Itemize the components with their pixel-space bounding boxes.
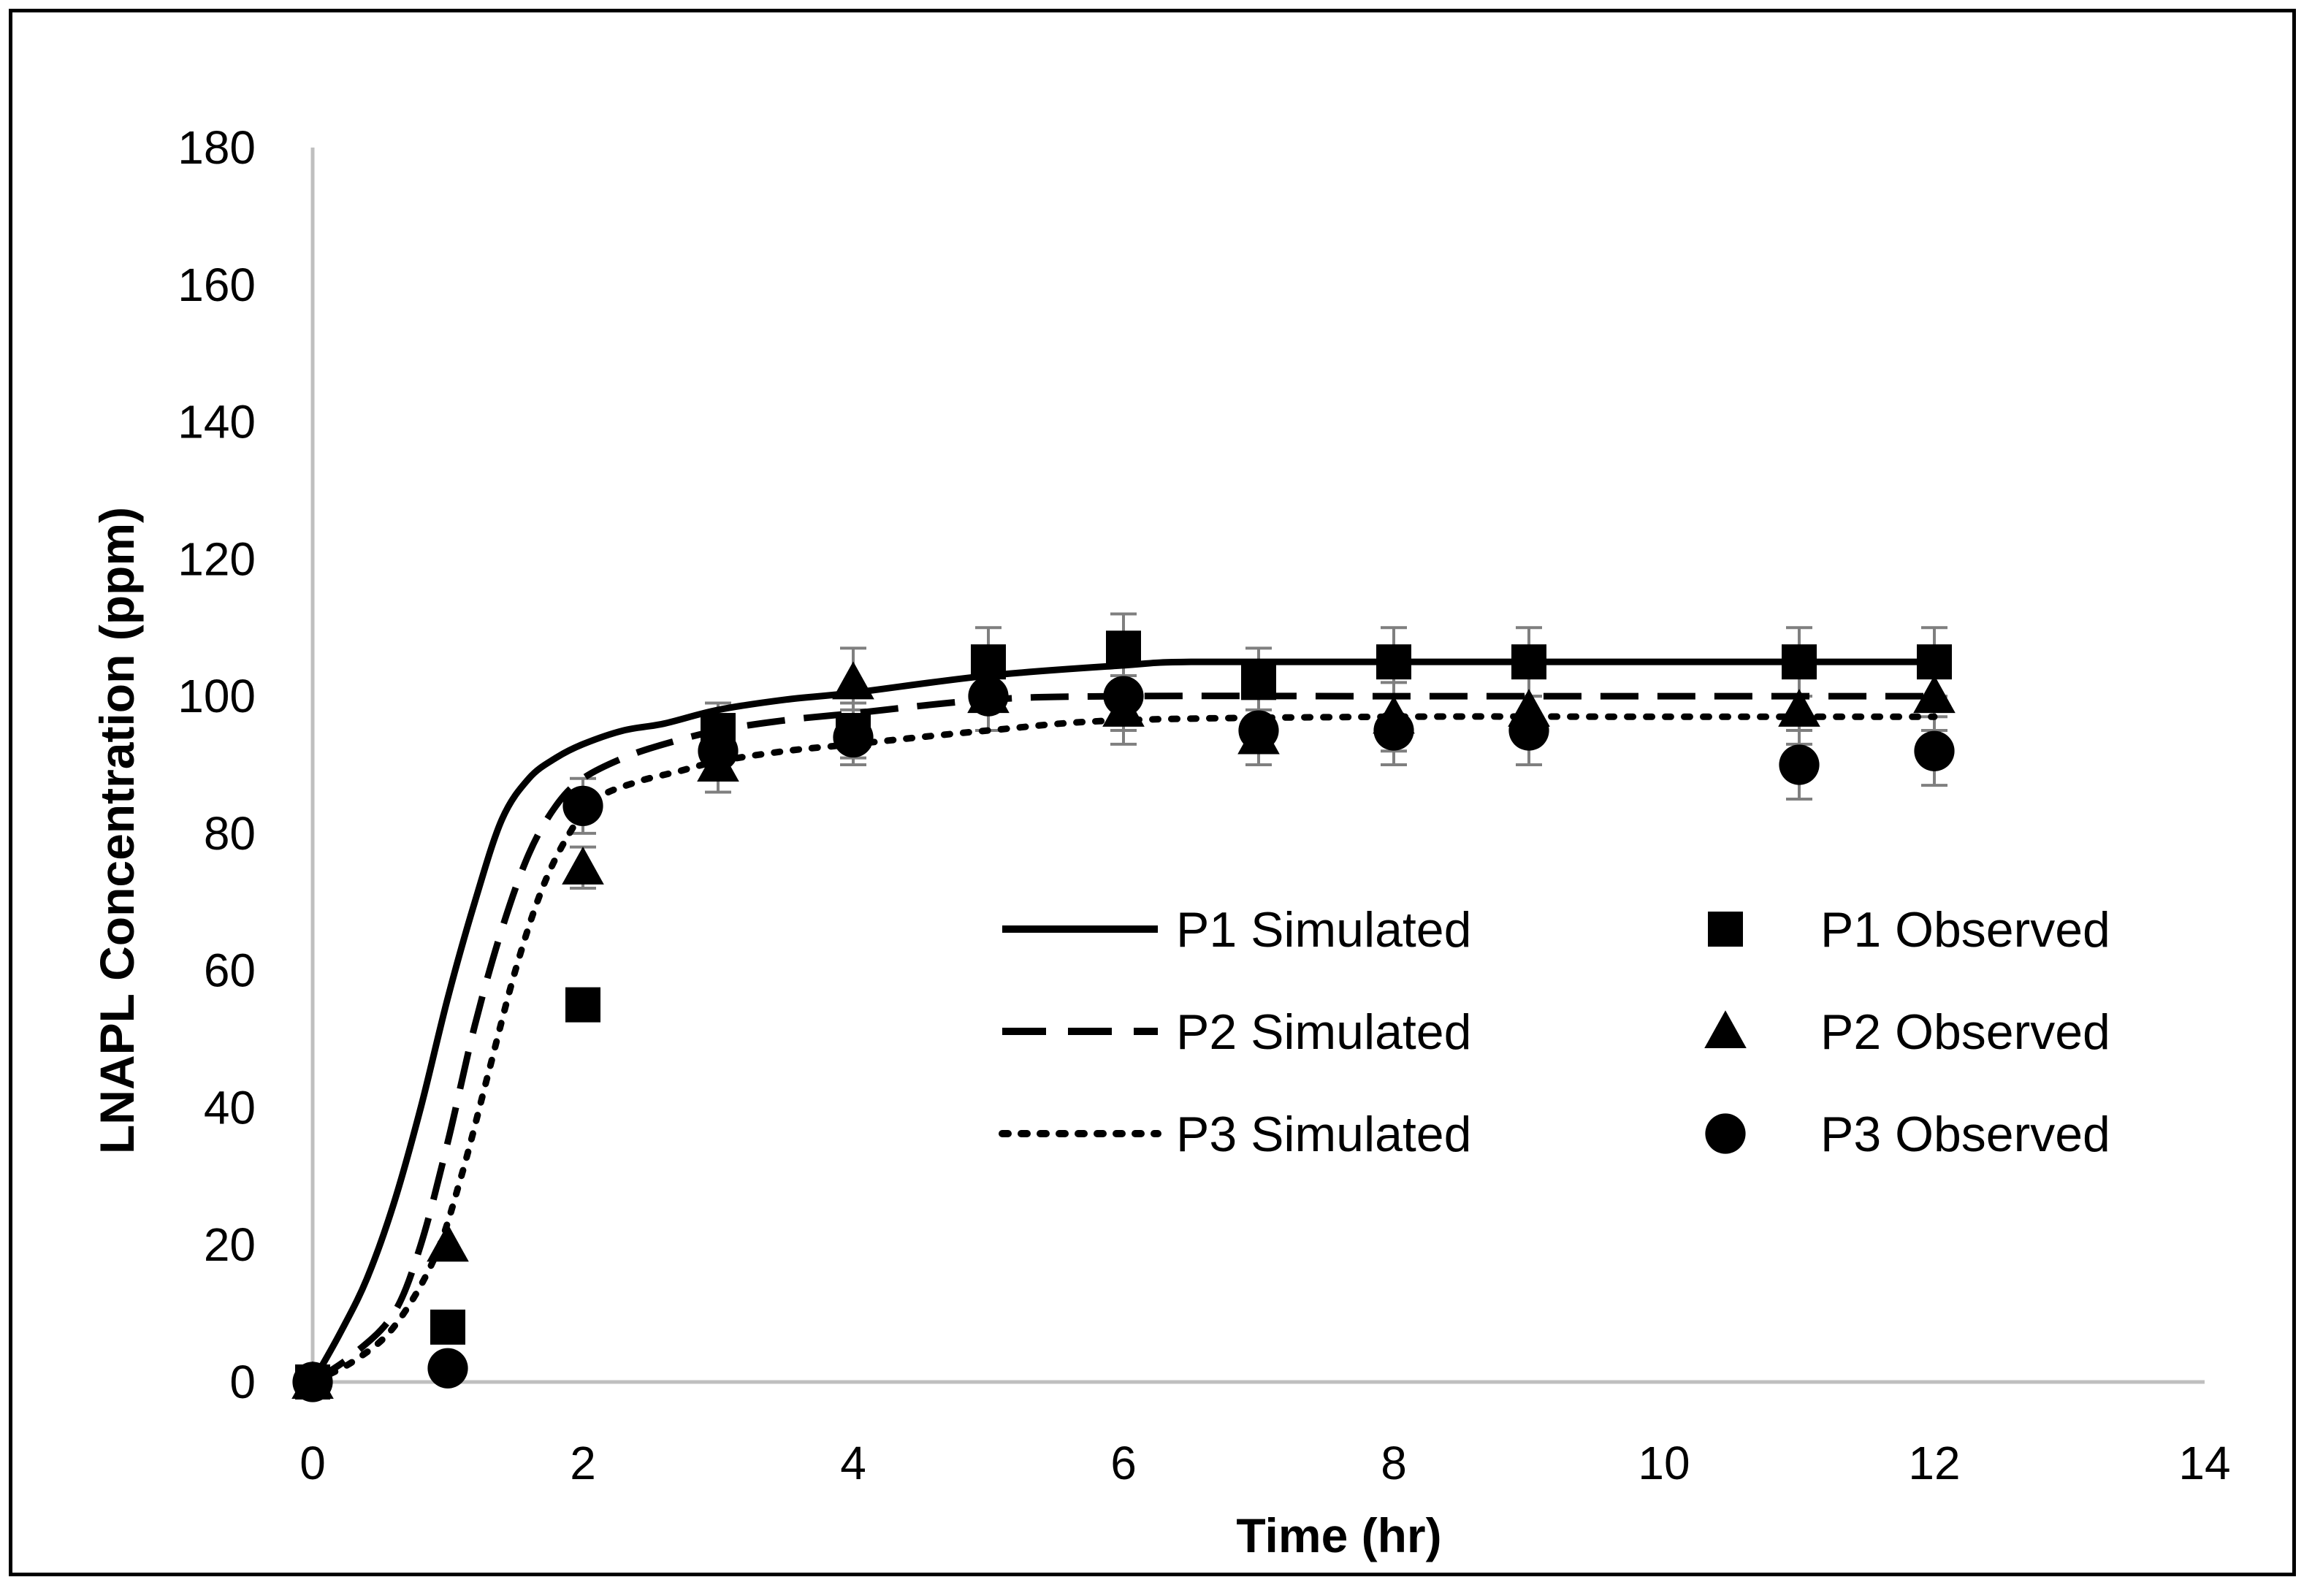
series-line-3 xyxy=(309,713,1938,1386)
axes: 0 20 40 60 80 100 120 140 160 180 0 2 4 6 8 10 12 14 xyxy=(178,121,2230,1489)
data-point-square xyxy=(1106,630,1141,666)
x-tick-label: 10 xyxy=(1638,1437,1690,1489)
legend-label: P1 Observed xyxy=(1820,902,2110,958)
x-tick-label: 4 xyxy=(840,1437,866,1489)
data-point-square xyxy=(1917,644,1952,680)
legend-marker-circle xyxy=(1705,1113,1746,1154)
y-tick-label: 60 xyxy=(204,944,256,997)
x-tick-label: 2 xyxy=(570,1437,596,1489)
y-tick-label: 140 xyxy=(178,396,256,448)
x-tick-label: 8 xyxy=(1381,1437,1407,1489)
legend-label: P3 Observed xyxy=(1820,1107,2110,1162)
legend-marker-square xyxy=(1708,912,1743,947)
legend-label: P2 Simulated xyxy=(1176,1004,1471,1060)
simulated-lines xyxy=(309,658,1938,1386)
data-point-square xyxy=(1376,644,1411,680)
y-tick-label: 120 xyxy=(178,532,256,585)
y-tick-label: 0 xyxy=(229,1356,256,1408)
data-point-circle xyxy=(1779,744,1820,785)
legend-label: P3 Simulated xyxy=(1176,1107,1471,1162)
series-line-2 xyxy=(310,692,1934,1385)
data-point-square xyxy=(1241,665,1276,700)
data-point-triangle xyxy=(1913,675,1956,714)
x-tick-label: 14 xyxy=(2178,1437,2230,1489)
x-tick-label: 6 xyxy=(1110,1437,1137,1489)
data-point-triangle xyxy=(1778,689,1820,727)
data-point-circle xyxy=(698,730,739,771)
x-axis-title: Time (hr) xyxy=(1236,1508,1441,1562)
legend-label: P1 Simulated xyxy=(1176,902,1471,958)
y-tick-label: 100 xyxy=(178,670,256,722)
y-tick-label: 40 xyxy=(204,1081,256,1134)
data-point-circle xyxy=(1373,710,1414,751)
data-point-triangle xyxy=(427,1223,469,1262)
data-point-circle xyxy=(292,1362,333,1402)
y-tick-label: 20 xyxy=(204,1218,256,1271)
y-axis-title: LNAPL Concentration (ppm) xyxy=(90,507,144,1154)
chart-frame xyxy=(9,9,2296,1576)
data-point-circle xyxy=(427,1348,468,1389)
data-point-square xyxy=(565,987,600,1023)
data-point-circle xyxy=(1238,710,1279,751)
x-tick-label: 0 xyxy=(300,1437,326,1489)
data-point-square xyxy=(1782,644,1817,680)
legend: P1 Simulated P2 Simulated P3 Simulated P1 O… xyxy=(999,902,2110,1162)
data-point-square xyxy=(1511,644,1546,680)
y-tick-label: 80 xyxy=(204,807,256,860)
data-point-square xyxy=(430,1309,465,1345)
legend-marker-triangle xyxy=(1704,1010,1747,1049)
x-tick-label: 12 xyxy=(1908,1437,1960,1489)
data-point-square xyxy=(971,644,1006,680)
data-point-circle xyxy=(1103,676,1144,717)
data-point-circle xyxy=(1914,730,1955,771)
y-tick-label: 160 xyxy=(178,259,256,311)
series-line-1 xyxy=(310,658,1934,1384)
observed-markers xyxy=(291,630,1956,1402)
y-tick-label: 180 xyxy=(178,121,256,174)
data-point-triangle xyxy=(562,847,604,885)
data-point-triangle xyxy=(832,661,874,700)
legend-label: P2 Observed xyxy=(1820,1004,2110,1060)
data-point-circle xyxy=(562,785,603,826)
data-point-circle xyxy=(968,676,1009,717)
data-point-circle xyxy=(833,717,874,758)
data-point-circle xyxy=(1508,710,1549,751)
